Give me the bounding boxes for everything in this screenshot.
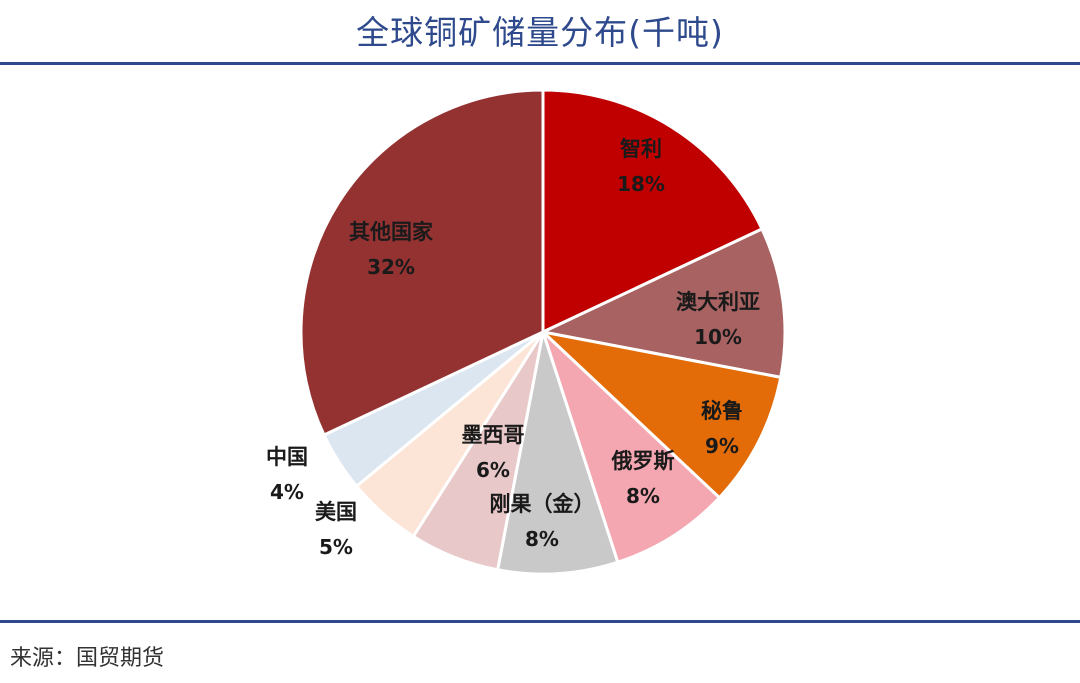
- slice-label: 澳大利亚: [676, 290, 760, 314]
- pie-slice: [541, 330, 722, 565]
- slice-value-label: 32%: [367, 255, 415, 279]
- top-divider: [0, 62, 1080, 65]
- slice-value-label: 8%: [626, 484, 660, 508]
- slice-value-label: 4%: [270, 480, 304, 504]
- slice-value-label: 8%: [525, 527, 559, 551]
- slice-label: 刚果（金）: [490, 492, 595, 516]
- slice-value-label: 6%: [476, 458, 510, 482]
- slice-label: 墨西哥: [462, 423, 525, 447]
- pie-slice: [495, 331, 620, 576]
- pie-slice: [538, 329, 783, 500]
- chart-title: 全球铜矿储量分布(千吨): [356, 13, 724, 52]
- slice-label: 中国: [266, 445, 308, 469]
- pie-slice: [541, 88, 764, 335]
- source-note: 来源：国贸期货: [10, 646, 165, 671]
- pie-slice: [538, 226, 787, 380]
- slice-label: 美国: [315, 500, 357, 524]
- pie-chart: 智利 18% 澳大利亚 10% 秘鲁 9% 俄罗斯 8% 刚果（金） 8% 墨西哥 6% 美国 5% 中国 4…: [266, 88, 787, 576]
- slice-label: 俄罗斯: [611, 449, 675, 473]
- bottom-divider: [0, 620, 1080, 623]
- pie-slice: [299, 88, 545, 438]
- slice-value-label: 10%: [694, 325, 742, 349]
- slice-label: 秘鲁: [701, 399, 743, 423]
- slice-value-label: 5%: [319, 535, 353, 559]
- slice-label: 其他国家: [349, 220, 434, 244]
- slice-value-label: 9%: [705, 434, 739, 458]
- slice-value-label: 18%: [617, 172, 665, 196]
- slice-label: 智利: [620, 137, 662, 161]
